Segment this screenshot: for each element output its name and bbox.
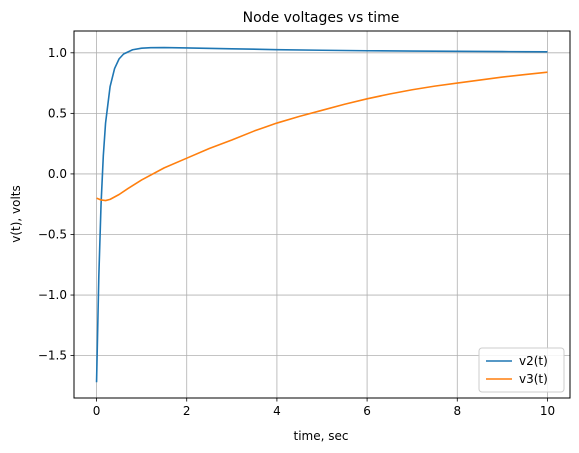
x-tick-label: 6 (363, 404, 371, 418)
legend-label: v3(t) (519, 372, 548, 386)
y-tick-label: 1.0 (48, 46, 67, 60)
series-line-v2t (95, 46, 548, 383)
x-tick-label: 10 (540, 404, 555, 418)
grid (74, 31, 570, 398)
y-tick-label: 0.5 (48, 106, 67, 120)
y-tick-label: 0.0 (48, 167, 67, 181)
x-tick-label: 0 (93, 404, 101, 418)
legend-box (478, 347, 565, 393)
x-tick-label: 4 (273, 404, 281, 418)
x-axis-label: time, sec (294, 429, 349, 443)
legend: v2(t) v3(t) (478, 347, 565, 393)
series-line-v3t (96, 71, 548, 202)
y-tick-label: −1.5 (38, 349, 67, 363)
series-lines (95, 46, 548, 383)
x-tick-label: 8 (453, 404, 461, 418)
plot-frame (73, 30, 571, 399)
chart-title: Node voltages vs time (243, 10, 400, 26)
y-tick-label: −1.0 (38, 288, 67, 302)
axis-ticks: 0 2 4 6 8 10 1.0 0.5 0.0 −0.5 −1.0 −1.5 (38, 46, 555, 418)
x-tick-label: 2 (183, 404, 191, 418)
y-tick-label: −0.5 (38, 227, 67, 241)
y-axis-label: v(t), volts (9, 185, 23, 243)
legend-label: v2(t) (519, 354, 548, 368)
